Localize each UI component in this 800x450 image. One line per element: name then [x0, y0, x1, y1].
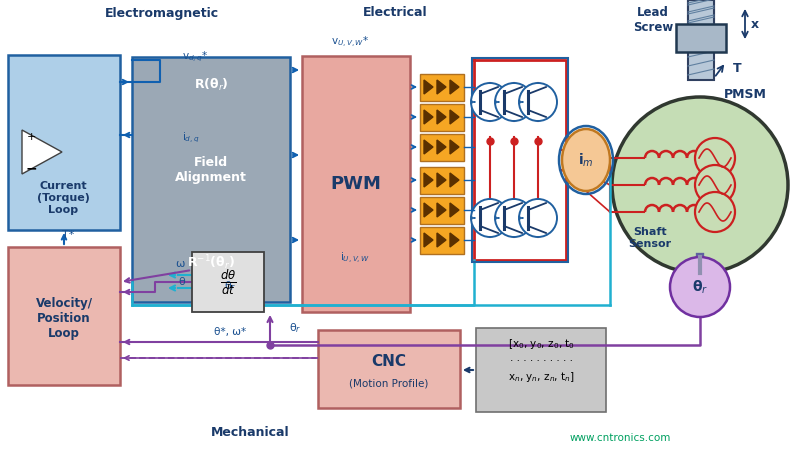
Bar: [676, 24, 726, 52]
Bar: [420, 74, 464, 101]
Text: [x$_0$, y$_0$, z$_0$, t$_0$: [x$_0$, y$_0$, z$_0$, t$_0$: [507, 337, 574, 351]
Polygon shape: [437, 80, 446, 94]
Polygon shape: [437, 110, 446, 124]
Circle shape: [495, 83, 533, 121]
Polygon shape: [424, 140, 433, 154]
Text: x: x: [751, 18, 759, 31]
Bar: [132, 57, 290, 302]
Text: $\frac{d\theta}{dt}$: $\frac{d\theta}{dt}$: [220, 267, 236, 297]
Polygon shape: [437, 140, 446, 154]
Polygon shape: [450, 140, 459, 154]
Circle shape: [495, 199, 533, 237]
Text: θ*, ω*: θ*, ω*: [214, 327, 246, 337]
Text: Lead
Screw: Lead Screw: [633, 6, 673, 34]
Circle shape: [519, 83, 557, 121]
Text: PWM: PWM: [330, 175, 382, 193]
Polygon shape: [424, 80, 433, 94]
Circle shape: [695, 165, 735, 205]
Polygon shape: [22, 130, 62, 174]
Text: Velocity/
Position
Loop: Velocity/ Position Loop: [35, 297, 93, 339]
Bar: [420, 197, 464, 224]
Bar: [420, 104, 464, 131]
Polygon shape: [424, 173, 433, 187]
Bar: [8, 55, 120, 230]
Text: PMSM: PMSM: [723, 89, 766, 102]
Text: ω: ω: [176, 259, 185, 269]
Bar: [688, 0, 714, 25]
Bar: [318, 330, 460, 408]
Circle shape: [695, 138, 735, 178]
Bar: [192, 252, 264, 312]
Text: R(θ$_r$): R(θ$_r$): [194, 77, 228, 93]
Text: (Motion Profile): (Motion Profile): [350, 379, 429, 389]
Text: x$_n$, y$_n$, z$_n$, t$_n$]: x$_n$, y$_n$, z$_n$, t$_n$]: [507, 370, 574, 384]
Bar: [420, 167, 464, 194]
Text: i$_{d,q}$: i$_{d,q}$: [182, 131, 200, 145]
Bar: [476, 328, 606, 412]
Text: Electrical: Electrical: [362, 6, 427, 19]
Text: T*: T*: [62, 230, 74, 240]
Text: Shaft
Sensor: Shaft Sensor: [629, 227, 671, 249]
Text: Current
(Torque)
Loop: Current (Torque) Loop: [37, 181, 90, 215]
Text: θ$_r$: θ$_r$: [692, 278, 708, 296]
Bar: [302, 56, 410, 312]
Bar: [8, 247, 120, 385]
Text: www.cntronics.com: www.cntronics.com: [570, 433, 670, 443]
Text: θ$_r$: θ$_r$: [224, 279, 236, 293]
Text: · · · · · · · · · ·: · · · · · · · · · ·: [510, 356, 573, 366]
Text: i$_{U,V,W}$: i$_{U,V,W}$: [340, 251, 370, 266]
Text: θ: θ: [178, 277, 185, 287]
Polygon shape: [450, 233, 459, 247]
Text: R$^{-1}$(θ$_r$): R$^{-1}$(θ$_r$): [187, 254, 235, 272]
Text: T: T: [733, 63, 742, 76]
Text: i$_m$: i$_m$: [578, 151, 594, 169]
Polygon shape: [450, 110, 459, 124]
Text: Mechanical: Mechanical: [210, 426, 290, 438]
Circle shape: [519, 199, 557, 237]
Text: v$_{U,V,W}$*: v$_{U,V,W}$*: [331, 35, 369, 50]
Polygon shape: [450, 203, 459, 217]
Text: −: −: [25, 161, 37, 175]
Circle shape: [471, 199, 509, 237]
Bar: [420, 227, 464, 254]
Text: CNC: CNC: [371, 355, 406, 369]
Text: Field
Alignment: Field Alignment: [175, 156, 247, 184]
Polygon shape: [424, 233, 433, 247]
Polygon shape: [437, 173, 446, 187]
Polygon shape: [450, 173, 459, 187]
Text: v$_{d,q}$*: v$_{d,q}$*: [182, 50, 208, 64]
Polygon shape: [450, 80, 459, 94]
Polygon shape: [424, 110, 433, 124]
Circle shape: [670, 257, 730, 317]
Polygon shape: [424, 203, 433, 217]
Bar: [472, 58, 568, 262]
Text: +: +: [26, 132, 36, 142]
Text: θ$_r$: θ$_r$: [289, 321, 302, 335]
Circle shape: [471, 83, 509, 121]
Text: Electromagnetic: Electromagnetic: [105, 6, 219, 19]
Circle shape: [695, 192, 735, 232]
Bar: [420, 134, 464, 161]
Polygon shape: [437, 233, 446, 247]
Polygon shape: [437, 203, 446, 217]
Bar: [688, 0, 714, 80]
Circle shape: [612, 97, 788, 273]
Ellipse shape: [562, 129, 610, 191]
